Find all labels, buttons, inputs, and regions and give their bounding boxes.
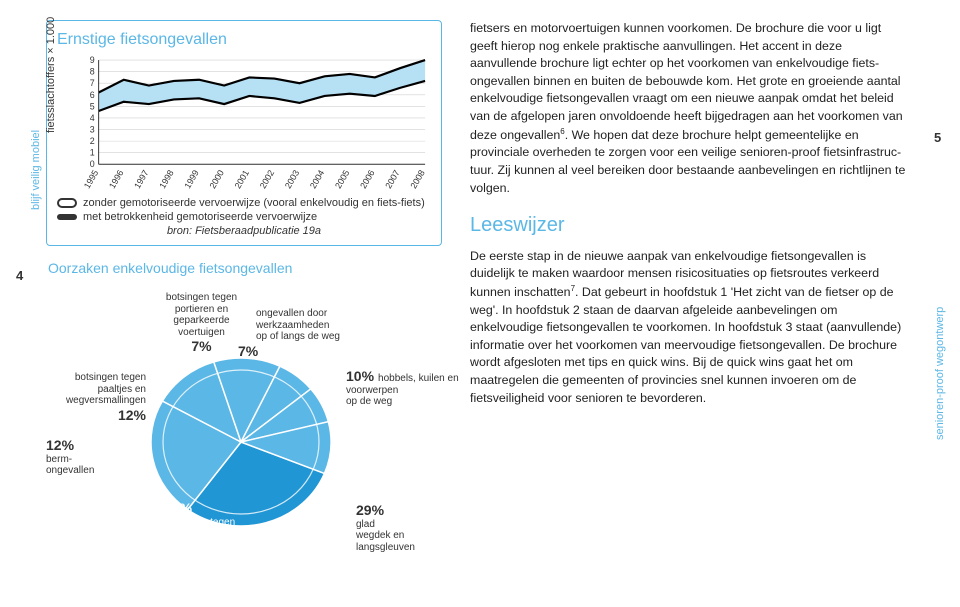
legend-label-b: met betrokkenheid gemotoriseerde vervoer… xyxy=(83,211,317,223)
y-axis-label: fietsslachtoffers × 1.000 xyxy=(45,17,57,133)
svg-text:1996: 1996 xyxy=(107,168,126,190)
pie-block: 29%gladwegdek enlangsgleuven23%botsingen… xyxy=(46,282,442,550)
chart-area: 01 23 4 56 78 9 1995 1996 1997 1998 1999 2000 2001 20… xyxy=(77,53,431,193)
svg-text:5: 5 xyxy=(90,101,95,111)
pie-label: botsingen tegenportieren engeparkeerdevo… xyxy=(154,292,249,355)
svg-text:9: 9 xyxy=(90,55,95,65)
svg-text:1995: 1995 xyxy=(82,168,101,190)
left-column: Ernstige fietsongevallen fietsslachtoffe… xyxy=(46,20,456,587)
pie-label: botsingen tegenpaaltjes enwegversmalling… xyxy=(46,372,146,423)
svg-text:2007: 2007 xyxy=(383,168,402,190)
page: 4 blijf veilig mobiel Ernstige fietsonge… xyxy=(0,0,960,607)
section-heading: Leeswijzer xyxy=(470,211,906,239)
svg-text:2006: 2006 xyxy=(358,168,377,190)
svg-text:6: 6 xyxy=(90,90,95,100)
page-number-left: 4 xyxy=(16,268,23,283)
y-axis-label-wrap: fietsslachtoffers × 1.000 xyxy=(57,53,77,193)
legend-swatch-filled xyxy=(57,214,77,220)
svg-text:7: 7 xyxy=(90,78,95,88)
legend-row-a: zonder gemotoriseerde vervoerwijze (voor… xyxy=(57,197,431,209)
svg-text:2: 2 xyxy=(90,136,95,146)
para1a: fietsers en motorvoertuigen kunnen voork… xyxy=(470,21,903,142)
svg-text:2002: 2002 xyxy=(258,168,277,190)
chart-wrap: fietsslachtoffers × 1.000 01 23 4 56 78 9 1995… xyxy=(57,53,431,193)
legend-label-a: zonder gemotoriseerde vervoerwijze (voor… xyxy=(83,197,425,209)
svg-text:1: 1 xyxy=(90,148,95,158)
para2b: . Dat gebeurt in hoofdstuk 1 'Het zicht … xyxy=(470,285,901,405)
svg-text:2001: 2001 xyxy=(233,168,252,190)
svg-text:3: 3 xyxy=(90,125,95,135)
right-rail: 5 senioren-proof wegontwerp xyxy=(926,0,956,607)
pie-label: 12%berm-ongevallen xyxy=(46,437,126,477)
pie-heading: Oorzaken enkelvoudige fietsongevallen xyxy=(48,260,442,276)
body-para-2: De eerste stap in de nieuwe aanpak van e… xyxy=(470,248,906,408)
right-rail-label: senioren-proof wegontwerp xyxy=(934,307,946,440)
svg-text:0: 0 xyxy=(90,159,95,169)
page-number-right: 5 xyxy=(934,130,941,145)
source-line: bron: Fietsberaadpublicatie 19a xyxy=(57,225,431,237)
chart-title: Ernstige fietsongevallen xyxy=(57,31,431,49)
svg-text:2004: 2004 xyxy=(308,168,327,190)
right-column: fietsers en motorvoertuigen kunnen voork… xyxy=(456,20,932,587)
body-para-1: fietsers en motorvoertuigen kunnen voork… xyxy=(470,20,906,197)
svg-text:4: 4 xyxy=(90,113,95,123)
svg-text:2008: 2008 xyxy=(408,168,427,190)
pie-label: 23%botsingen tegentrottoirbanden xyxy=(164,500,274,540)
legend-row-b: met betrokkenheid gemotoriseerde vervoer… xyxy=(57,211,431,223)
svg-text:2003: 2003 xyxy=(283,168,302,190)
svg-text:2000: 2000 xyxy=(207,168,226,190)
pie-label: 29%gladwegdek enlangsgleuven xyxy=(356,502,446,553)
svg-text:1997: 1997 xyxy=(132,168,151,190)
svg-text:2005: 2005 xyxy=(333,168,352,190)
svg-text:8: 8 xyxy=(90,67,95,77)
pie-label: ongevallen doorwerkzaamhedenop of langs … xyxy=(256,308,376,359)
svg-text:1999: 1999 xyxy=(182,168,201,190)
legend-swatch-outline xyxy=(57,198,77,208)
legend: zonder gemotoriseerde vervoerwijze (voor… xyxy=(57,197,431,223)
left-rail: 4 blijf veilig mobiel xyxy=(8,20,46,587)
chart-card: Ernstige fietsongevallen fietsslachtoffe… xyxy=(46,20,442,246)
pie-label: 10%hobbels, kuilen envoorwerpenop de weg xyxy=(346,368,466,408)
line-chart: 01 23 4 56 78 9 1995 1996 1997 1998 1999 2000 2001 20… xyxy=(77,53,431,193)
svg-text:1998: 1998 xyxy=(157,168,176,190)
left-rail-label: blijf veilig mobiel xyxy=(30,130,42,210)
